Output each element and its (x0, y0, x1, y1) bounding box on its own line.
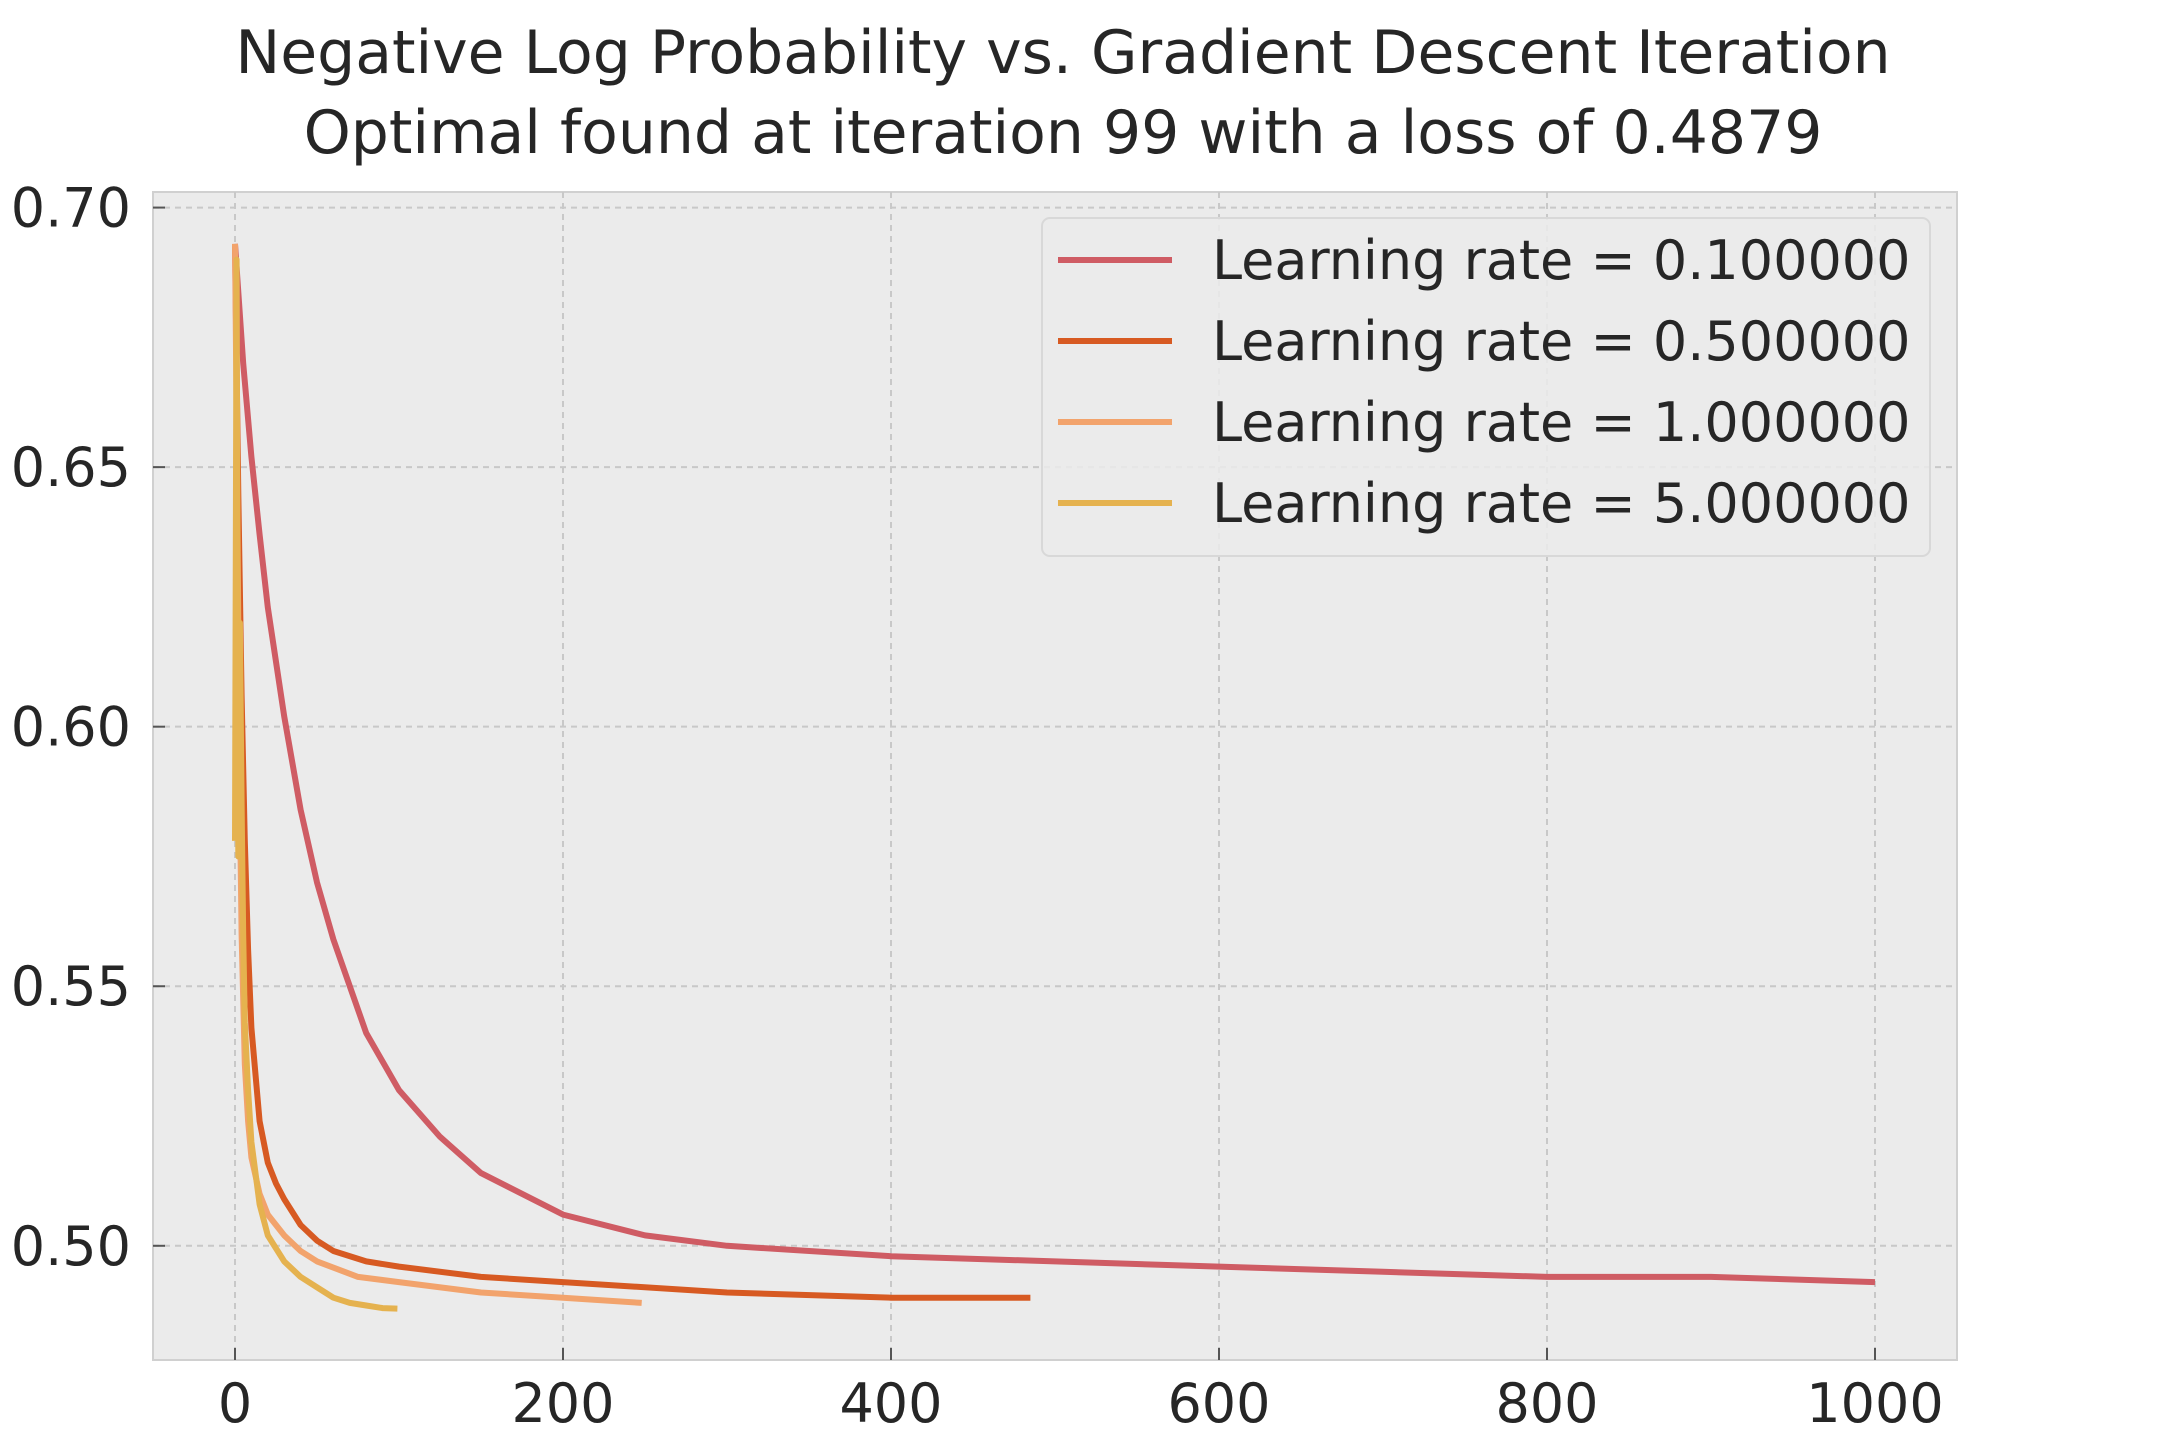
series-line-4 (232, 256, 398, 1312)
x-tick-label: 200 (511, 1372, 614, 1434)
chart-subtitle: Optimal found at iteration 99 with a los… (304, 98, 1823, 168)
x-tick-label: 800 (1495, 1372, 1598, 1434)
y-tick-label: 0.65 (11, 436, 131, 499)
chart-title: Negative Log Probability vs. Gradient De… (235, 18, 1890, 88)
legend-label: Learning rate = 0.100000 (1212, 229, 1911, 292)
y-tick-label: 0.60 (11, 696, 131, 759)
x-tick-label: 400 (839, 1372, 942, 1434)
legend-box (1041, 217, 1931, 557)
y-tick-label: 0.55 (11, 955, 131, 1018)
y-tick-label: 0.70 (11, 177, 131, 240)
axis-ticks: 0 200 400 600 800 1000 0.50 0.55 0.60 0.65 0.70 (11, 177, 1944, 1434)
legend-label: Learning rate = 5.000000 (1212, 472, 1911, 535)
series-line-2 (232, 243, 1031, 1301)
x-tick-label: 600 (1167, 1372, 1270, 1434)
x-tick-label: 0 (218, 1372, 252, 1434)
y-tick-label: 0.50 (11, 1215, 131, 1278)
series-line-1 (232, 243, 1876, 1286)
legend-label: Learning rate = 0.500000 (1212, 310, 1911, 373)
x-tick-label: 1000 (1806, 1372, 1943, 1434)
legend-label: Learning rate = 1.000000 (1212, 391, 1911, 454)
legend: Learning rate = 0.100000 Learning rate = … (1041, 217, 1931, 557)
series-lines (232, 243, 1876, 1312)
